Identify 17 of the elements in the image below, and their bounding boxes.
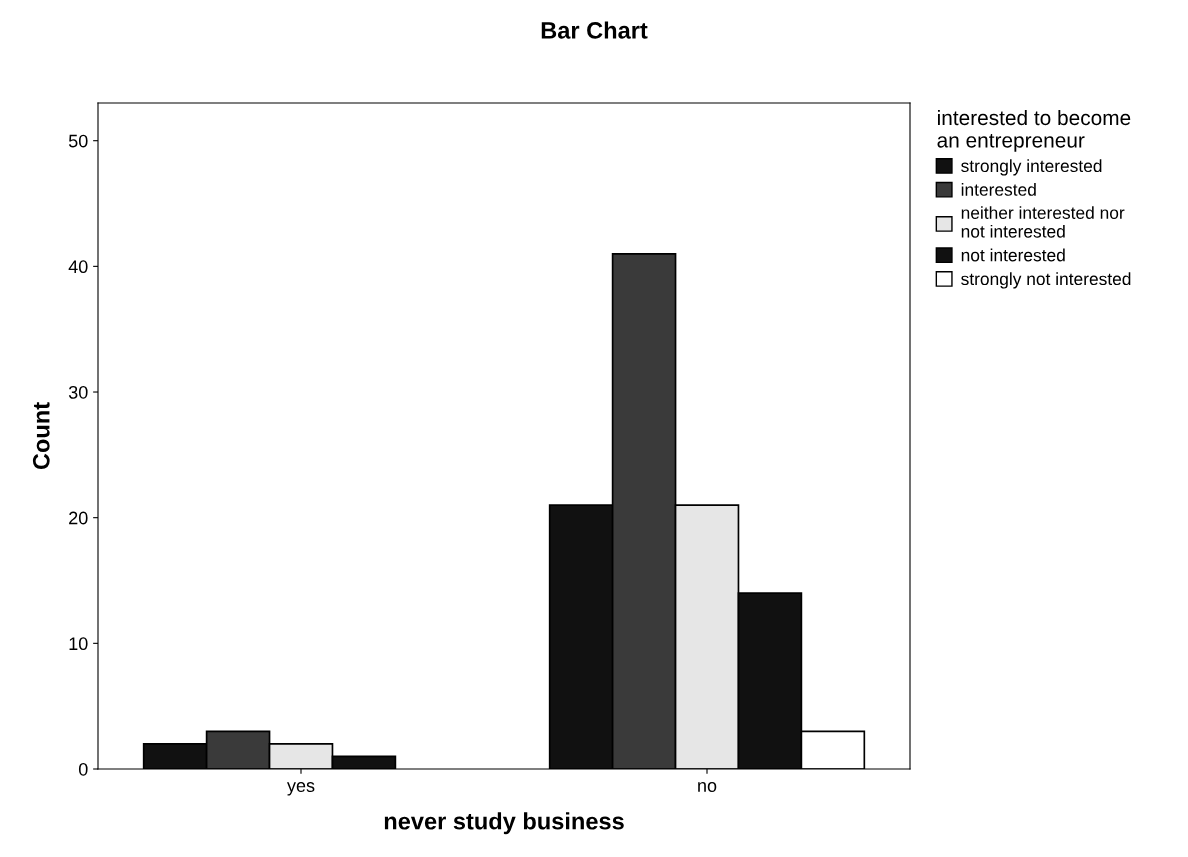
x-axis-title: never study business (384, 812, 624, 835)
x-tick-label: yes (287, 782, 315, 796)
y-tick-label: 20 (69, 511, 88, 525)
legend-label: not interested (961, 248, 1065, 262)
y-tick-label: 30 (68, 385, 88, 399)
legend-title: interested to become an entrepreneur (937, 109, 1131, 152)
legend-label: strongly not interested (961, 272, 1131, 289)
y-tick-label: 10 (69, 637, 88, 651)
y-tick-label: 50 (68, 134, 88, 148)
x-tick-label: no (698, 782, 717, 792)
y-axis-title: Count (32, 402, 50, 470)
y-tick-label: 40 (68, 260, 88, 274)
legend-label: strongly interested (961, 159, 1102, 176)
chart-title: Bar Chart (541, 21, 648, 39)
y-tick-label: 0 (78, 762, 88, 776)
legend-label: neither interested nor not interested (961, 206, 1125, 238)
legend-label: interested (961, 183, 1036, 196)
